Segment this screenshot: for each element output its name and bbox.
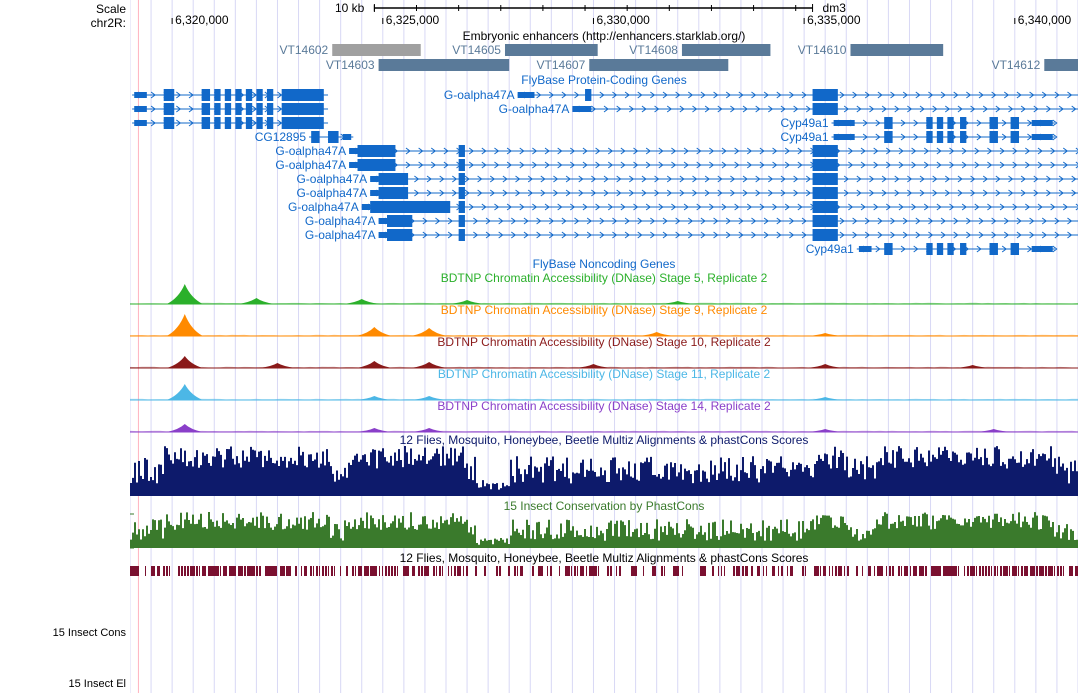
svg-text:Embryonic enhancers (http://en: Embryonic enhancers (http://enhancers.st…: [463, 29, 746, 43]
enhancer-block[interactable]: [682, 44, 770, 56]
svg-text:VT14602: VT14602: [280, 43, 329, 57]
svg-text:6,325,000: 6,325,000: [386, 13, 440, 27]
svg-text:G-oalpha47A: G-oalpha47A: [499, 102, 570, 116]
svg-text:VT14608: VT14608: [629, 43, 678, 57]
browser-svg: 10 kbdm36,320,0006,325,0006,330,0006,335…: [130, 0, 1078, 693]
svg-text:BDTNP Chromatin Accessibility: BDTNP Chromatin Accessibility (DNase) St…: [437, 399, 771, 413]
enhancer-block[interactable]: [379, 59, 510, 71]
enhancer-block[interactable]: [505, 44, 598, 56]
svg-text:FlyBase Protein-Coding Genes: FlyBase Protein-Coding Genes: [521, 73, 686, 87]
svg-text:6,330,000: 6,330,000: [596, 13, 650, 27]
svg-text:Cyp49a1: Cyp49a1: [780, 116, 828, 130]
svg-text:G-oalpha47A: G-oalpha47A: [305, 228, 376, 242]
svg-text:10 kb: 10 kb: [335, 1, 365, 15]
svg-text:12 Flies, Mosquito, Honeybee,: 12 Flies, Mosquito, Honeybee, Beetle Mul…: [400, 551, 809, 565]
enhancer-block[interactable]: [589, 59, 728, 71]
svg-text:G-oalpha47A: G-oalpha47A: [296, 172, 367, 186]
svg-text:G-oalpha47A: G-oalpha47A: [305, 214, 376, 228]
svg-text:FlyBase Noncoding Genes: FlyBase Noncoding Genes: [533, 257, 676, 271]
svg-text:6,335,000: 6,335,000: [807, 13, 861, 27]
svg-text:VT14612: VT14612: [992, 58, 1041, 72]
chrom-label: chr2R:: [91, 16, 126, 30]
svg-text:BDTNP Chromatin Accessibility: BDTNP Chromatin Accessibility (DNase) St…: [437, 335, 771, 349]
svg-text:G-oalpha47A: G-oalpha47A: [288, 200, 359, 214]
svg-text:VT14603: VT14603: [326, 58, 375, 72]
enhancer-block[interactable]: [332, 44, 420, 56]
svg-text:CG12895: CG12895: [255, 130, 307, 144]
svg-text:VT14607: VT14607: [537, 58, 586, 72]
el15-left-label: 15 Insect El: [69, 678, 126, 690]
svg-text:G-oalpha47A: G-oalpha47A: [275, 144, 346, 158]
svg-text:12 Flies, Mosquito, Honeybee,: 12 Flies, Mosquito, Honeybee, Beetle Mul…: [400, 433, 809, 447]
svg-text:G-oalpha47A: G-oalpha47A: [296, 186, 367, 200]
svg-text:6,340,000: 6,340,000: [1018, 13, 1072, 27]
svg-text:Cyp49a1: Cyp49a1: [780, 130, 828, 144]
svg-text:G-oalpha47A: G-oalpha47A: [275, 158, 346, 172]
svg-text:15 Insect Conservation by Phas: 15 Insect Conservation by PhastCons: [504, 499, 705, 513]
svg-text:BDTNP Chromatin Accessibility: BDTNP Chromatin Accessibility (DNase) St…: [441, 271, 768, 285]
enhancer-block[interactable]: [850, 44, 943, 56]
svg-text:6,320,000: 6,320,000: [175, 13, 229, 27]
svg-text:Cyp49a1: Cyp49a1: [806, 242, 854, 256]
svg-text:VT14610: VT14610: [798, 43, 847, 57]
enhancer-block[interactable]: [1044, 59, 1078, 71]
svg-text:VT14605: VT14605: [452, 43, 501, 57]
svg-text:BDTNP Chromatin Accessibility: BDTNP Chromatin Accessibility (DNase) St…: [441, 303, 768, 317]
cons15-left-label: 15 Insect Cons: [53, 627, 126, 639]
scale-label: Scale: [96, 2, 126, 16]
svg-text:BDTNP Chromatin Accessibility: BDTNP Chromatin Accessibility (DNase) St…: [438, 367, 771, 381]
svg-text:G-oalpha47A: G-oalpha47A: [444, 88, 515, 102]
